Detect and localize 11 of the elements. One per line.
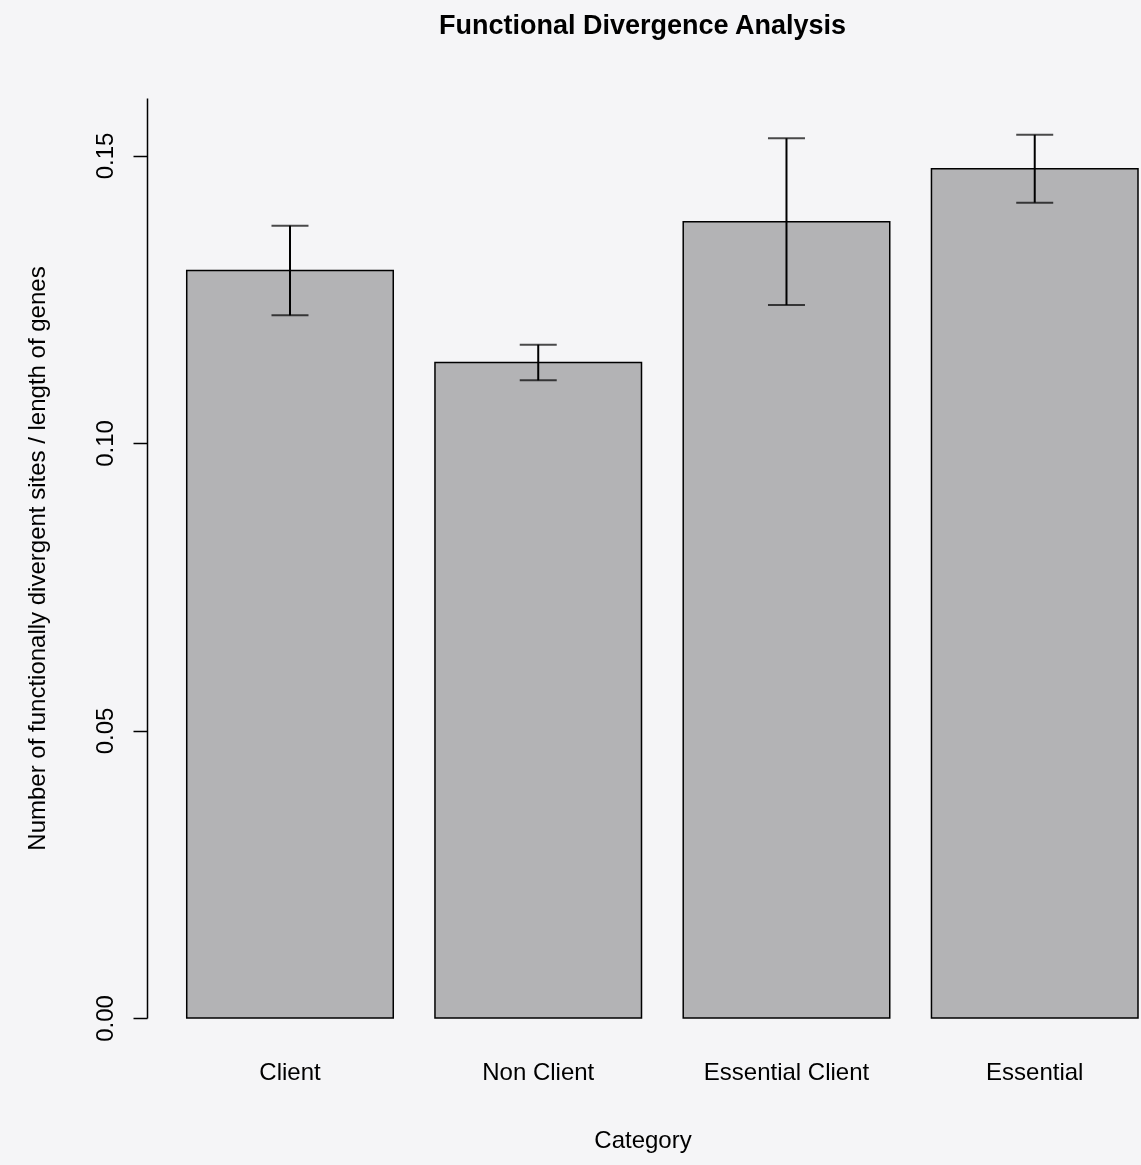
y-axis-title: Number of functionally divergent sites / length of genes bbox=[22, 266, 50, 851]
x-axis-title: Category bbox=[594, 1125, 692, 1153]
y-tick-label: 0.10 bbox=[90, 420, 118, 467]
y-tick-label: 0.05 bbox=[90, 707, 118, 755]
x-tick-label: Essential Client bbox=[703, 1057, 870, 1085]
x-tick-label: Non Client bbox=[482, 1057, 595, 1085]
x-tick-label: Client bbox=[259, 1057, 321, 1085]
y-tick-label: 0.00 bbox=[90, 995, 118, 1042]
x-tick-label: Essential bbox=[986, 1057, 1084, 1085]
y-tick-label: 0.15 bbox=[90, 132, 118, 180]
chart-title: Functional Divergence Analysis bbox=[438, 10, 847, 40]
